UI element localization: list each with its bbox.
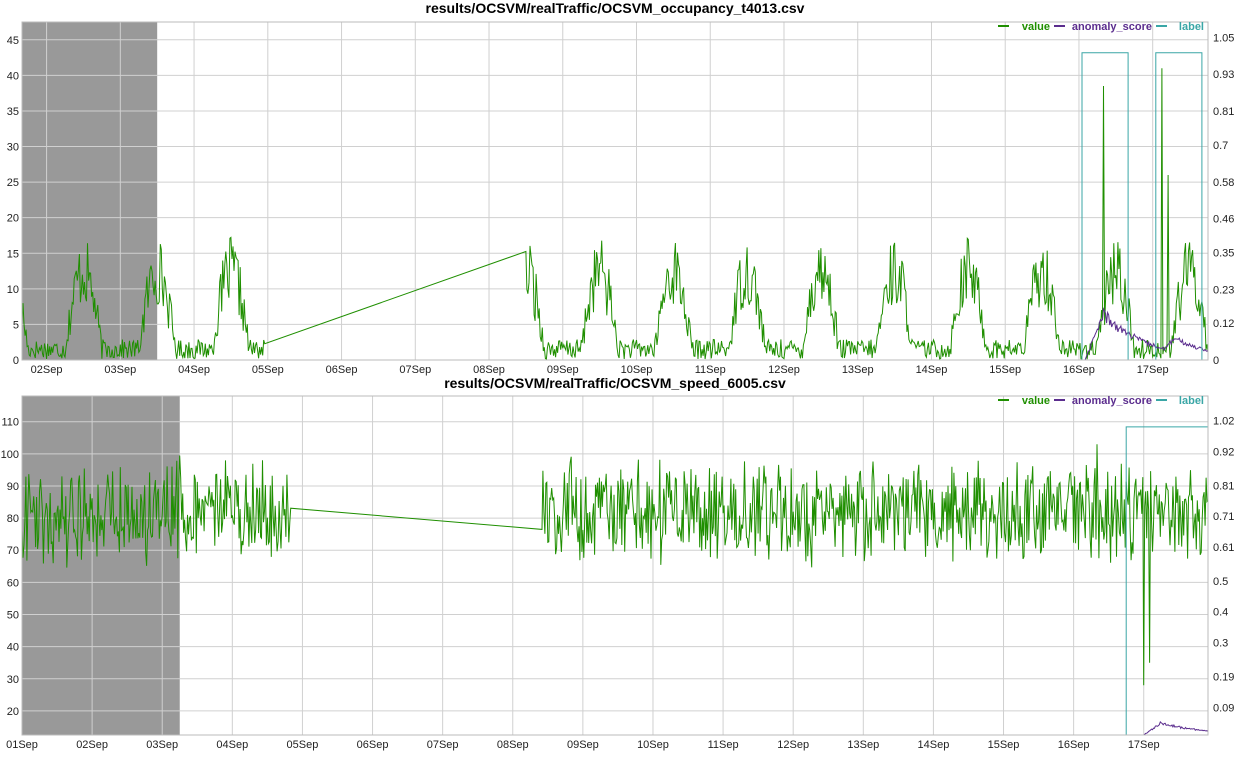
y2-tick-label: 0.4 <box>1213 607 1228 619</box>
y-tick-label: 5 <box>13 319 19 331</box>
x-tick-label: 05Sep <box>287 739 319 751</box>
x-tick-label: 06Sep <box>326 364 358 376</box>
y-tick-label: 45 <box>7 35 19 47</box>
y-tick-label: 50 <box>7 610 19 622</box>
y2-tick-label: 0.46 <box>1213 214 1234 226</box>
y2-tick-label: 0.71 <box>1213 511 1234 523</box>
x-tick-label: 11Sep <box>708 739 739 751</box>
y2-tick-label: 0.93 <box>1213 69 1234 81</box>
x-tick-label: 02Sep <box>76 739 108 751</box>
y-tick-label: 90 <box>7 481 19 493</box>
y-tick-label: 40 <box>7 642 19 654</box>
y-tick-label: 40 <box>7 70 19 82</box>
y-tick-label: 30 <box>7 142 19 154</box>
y-tick-label: 110 <box>1 417 19 429</box>
y2-tick-label: 1.02 <box>1213 416 1234 428</box>
plot-border <box>21 21 1209 361</box>
legend: label anomaly_score value <box>998 395 1204 407</box>
chart-1: results/OCSVM/realTraffic/OCSVM_occupanc… <box>7 0 1235 376</box>
y2-tick-label: 1.05 <box>1213 32 1234 44</box>
legend-label-label: label <box>1179 21 1204 33</box>
x-tick-label: 17Sep <box>1128 739 1160 751</box>
chart-2: results/OCSVM/realTraffic/OCSVM_speed_60… <box>1 375 1235 751</box>
y-tick-label: 35 <box>7 106 19 118</box>
x-tick-label: 09Sep <box>567 739 599 751</box>
y-tick-label: 30 <box>7 674 19 686</box>
legend: label anomaly_score value <box>998 21 1204 33</box>
legend-label-value: value <box>1022 395 1050 407</box>
grid <box>21 396 1208 735</box>
y2-tick-label: 0.35 <box>1213 247 1234 259</box>
series-label-line <box>22 52 1208 361</box>
y2-tick-label: 0.19 <box>1213 671 1234 683</box>
chart-title: results/OCSVM/realTraffic/OCSVM_occupanc… <box>426 0 805 16</box>
x-tick-label: 08Sep <box>497 739 529 751</box>
shaded-region <box>22 396 180 735</box>
x-tick-label: 13Sep <box>842 364 874 376</box>
y2-tick-label: 0.81 <box>1213 480 1234 492</box>
y-tick-label: 0 <box>13 355 19 367</box>
x-tick-label: 03Sep <box>104 364 136 376</box>
x-tick-label: 07Sep <box>399 364 431 376</box>
x-tick-label: 06Sep <box>357 739 389 751</box>
x-tick-label: 15Sep <box>988 739 1020 751</box>
series-value-line <box>21 444 1209 686</box>
y-tick-label: 10 <box>7 284 19 296</box>
x-tick-label: 11Sep <box>695 364 726 376</box>
x-tick-label: 08Sep <box>473 364 505 376</box>
x-tick-label: 10Sep <box>621 364 653 376</box>
x-tick-label: 02Sep <box>31 364 63 376</box>
y-tick-label: 70 <box>7 545 19 557</box>
y-tick-label: 15 <box>7 248 19 260</box>
x-tick-label: 05Sep <box>252 364 284 376</box>
y-tick-label: 60 <box>7 577 19 589</box>
series-anomaly-score-line <box>22 720 1209 736</box>
y2-tick-label: 0.3 <box>1213 638 1228 650</box>
x-tick-label: 16Sep <box>1063 364 1095 376</box>
x-tick-label: 01Sep <box>6 739 38 751</box>
y2-tick-label: 0 <box>1213 355 1219 367</box>
y2-tick-label: 0.61 <box>1213 542 1234 554</box>
x-tick-label: 03Sep <box>146 739 178 751</box>
x-tick-label: 14Sep <box>918 739 950 751</box>
series-value-line <box>21 68 1209 360</box>
x-tick-label: 10Sep <box>637 739 669 751</box>
grid <box>22 22 1208 361</box>
chart-title: results/OCSVM/realTraffic/OCSVM_speed_60… <box>444 375 786 391</box>
x-tick-label: 14Sep <box>916 364 948 376</box>
x-tick-label: 07Sep <box>427 739 459 751</box>
x-tick-label: 12Sep <box>777 739 809 751</box>
x-tick-label: 17Sep <box>1137 364 1169 376</box>
y2-tick-label: 0.12 <box>1213 318 1234 330</box>
x-tick-label: 04Sep <box>178 364 210 376</box>
x-tick-label: 16Sep <box>1058 739 1090 751</box>
x-tick-label: 12Sep <box>768 364 800 376</box>
x-tick-label: 09Sep <box>547 364 579 376</box>
y-tick-label: 80 <box>7 513 19 525</box>
y2-tick-label: 0.7 <box>1213 140 1228 152</box>
y-tick-label: 20 <box>7 706 19 718</box>
y2-tick-label: 0.23 <box>1213 284 1234 296</box>
y2-tick-label: 0.58 <box>1213 177 1234 189</box>
series-label-line <box>22 426 1209 736</box>
y-tick-label: 100 <box>1 449 19 461</box>
y2-tick-label: 0.5 <box>1213 576 1228 588</box>
y-tick-label: 20 <box>7 213 19 225</box>
x-tick-label: 13Sep <box>847 739 879 751</box>
legend-label-value: value <box>1022 21 1050 33</box>
legend-label-anomaly-score: anomaly_score <box>1072 21 1152 33</box>
y-tick-label: 25 <box>7 177 19 189</box>
x-tick-label: 15Sep <box>989 364 1021 376</box>
legend-label-label: label <box>1179 395 1204 407</box>
y2-tick-label: 0.92 <box>1213 446 1234 458</box>
y2-tick-label: 0.09 <box>1213 702 1234 714</box>
x-tick-label: 04Sep <box>216 739 248 751</box>
shaded-region <box>22 22 158 360</box>
y2-tick-label: 0.81 <box>1213 106 1234 118</box>
legend-label-anomaly-score: anomaly_score <box>1072 395 1152 407</box>
plot-border <box>21 395 1209 736</box>
